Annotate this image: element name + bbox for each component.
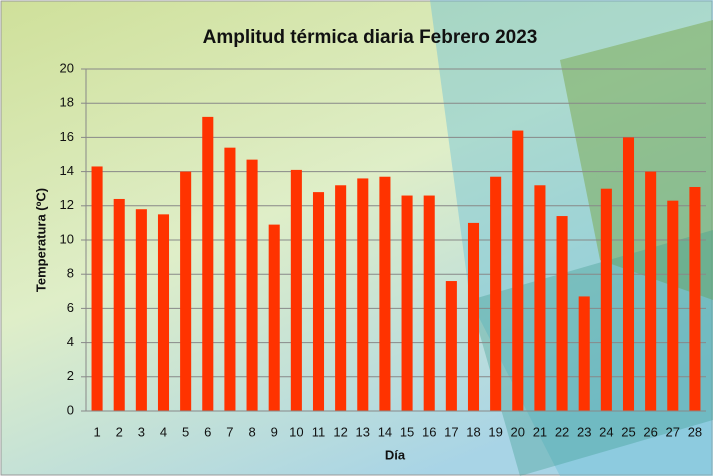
x-tick-label: 28 [688,424,702,439]
y-tick-label: 2 [67,368,74,383]
bar [534,185,546,411]
x-tick-label: 10 [289,424,303,439]
bar [379,176,391,411]
y-tick-label: 0 [67,402,74,417]
bar [645,171,657,411]
bar [578,296,590,411]
bar [357,178,369,411]
y-tick-label: 12 [60,197,74,212]
bar [113,198,125,411]
y-axis-title: Temperatura (ºC) [33,188,48,292]
y-tick-label: 18 [60,95,74,110]
x-tick-label: 25 [621,424,635,439]
x-tick-label: 9 [271,424,278,439]
bar [135,209,147,411]
bar [202,116,214,411]
x-axis-title: Día [385,447,406,462]
x-tick-label: 3 [138,424,145,439]
x-tick-label: 15 [400,424,414,439]
bar [180,171,192,411]
x-tick-label: 11 [312,424,326,439]
bar [157,214,170,411]
bar [401,195,413,411]
x-tick-label: 19 [488,424,502,439]
x-tick-label: 2 [116,424,123,439]
y-tick-label: 14 [60,163,74,178]
bar [268,224,280,411]
x-tick-label: 8 [248,424,255,439]
y-tick-label: 20 [60,60,74,75]
y-tick-label: 4 [67,334,74,349]
bar [224,147,236,411]
x-tick-label: 14 [378,424,392,439]
bar [490,176,502,411]
y-tick-label: 10 [60,231,74,246]
bar [246,159,258,411]
bar [512,130,524,411]
bar [335,185,347,411]
bar [312,192,325,411]
y-tick-label: 16 [60,129,74,144]
bar [290,169,302,411]
x-tick-label: 21 [533,424,547,439]
x-tick-label: 7 [226,424,233,439]
x-tick-label: 27 [666,424,680,439]
x-tick-label: 13 [356,424,370,439]
x-tick-label: 1 [93,424,100,439]
y-tick-label: 8 [67,266,74,281]
y-tick-label: 6 [67,300,74,315]
bar [467,222,480,411]
x-tick-label: 22 [555,424,569,439]
x-tick-label: 16 [422,424,436,439]
x-tick-label: 6 [204,424,211,439]
x-tick-label: 26 [643,424,657,439]
bar [556,216,568,411]
x-tick-label: 24 [599,424,613,439]
bar [91,166,103,411]
bar [622,137,635,411]
bar [600,188,612,411]
bar [445,281,457,411]
x-tick-label: 4 [160,424,167,439]
x-tick-label: 20 [511,424,525,439]
bar [667,200,679,411]
x-tick-label: 18 [466,424,480,439]
bar [689,186,701,411]
chart-title: Amplitud térmica diaria Febrero 2023 [203,27,538,48]
bar [423,195,435,411]
x-tick-label: 17 [444,424,458,439]
x-tick-label: 12 [333,424,347,439]
x-tick-label: 5 [182,424,189,439]
x-tick-label: 23 [577,424,591,439]
